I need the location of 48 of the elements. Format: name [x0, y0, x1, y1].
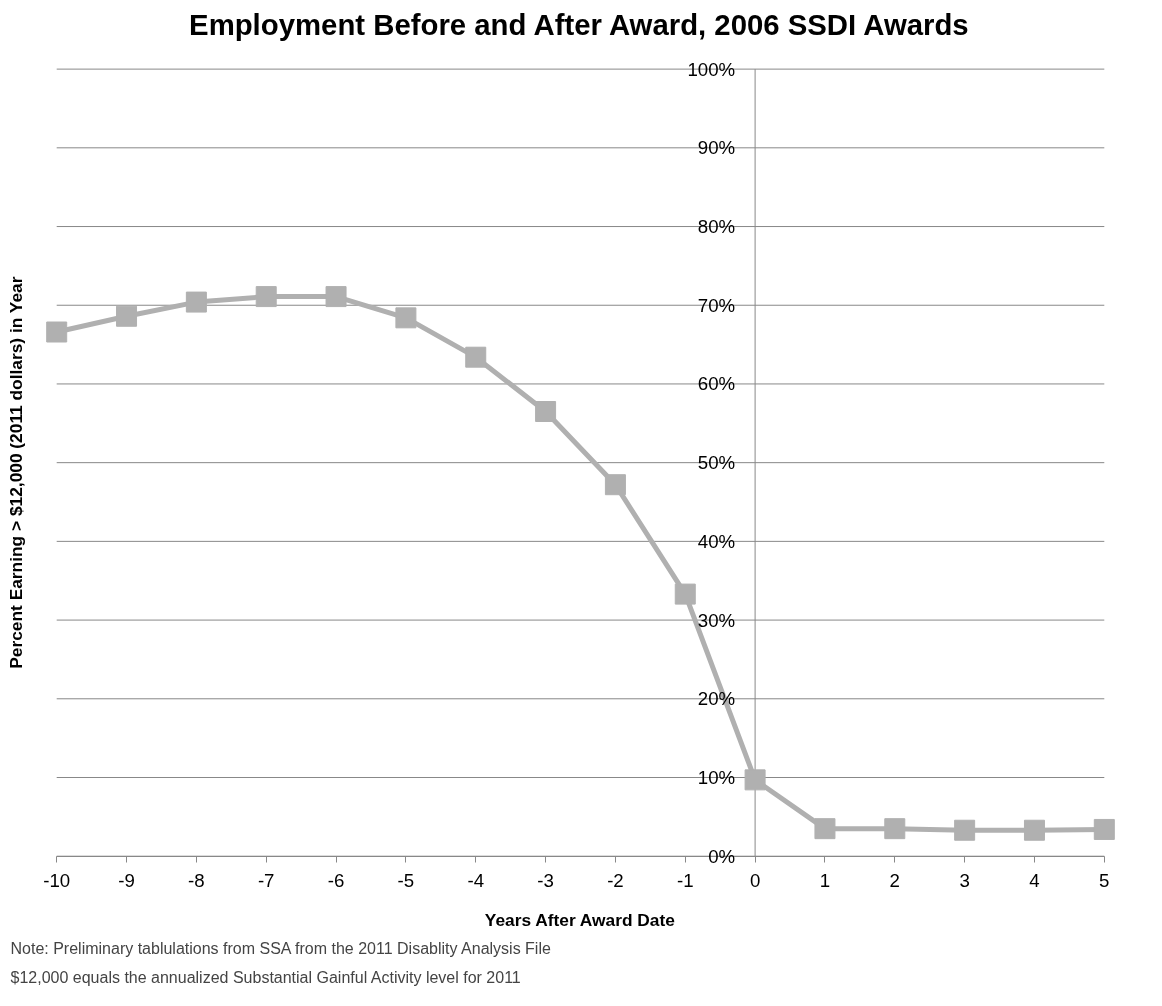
- text: Note: Preliminary tablulations from SSA from the 2011 Disablity Analysis File: [10, 939, 551, 957]
- x-tick-label: 2: [889, 870, 900, 892]
- chart-title: Employment Before and After Award, 2006 SSDI Awards: [189, 7, 969, 41]
- y-tick-label: 30%: [697, 609, 736, 631]
- point: [116, 305, 138, 327]
- x-tick-label: -8: [188, 870, 205, 892]
- x-tick-label: 1: [819, 870, 831, 892]
- x-tick-label: 5: [1099, 870, 1110, 892]
- point: [395, 307, 417, 329]
- text: $12,000 equals the annualized Substantial Gainful Activity level for 2011: [10, 968, 521, 986]
- point: [744, 769, 766, 791]
- point: [255, 286, 277, 308]
- point: [954, 819, 976, 841]
- x-tick-label: -9: [118, 870, 135, 892]
- y-tick-label: 80%: [697, 216, 736, 238]
- y-tick-label: 60%: [697, 373, 736, 395]
- point: [535, 401, 557, 422]
- point: [1023, 819, 1045, 841]
- x-tick-label: -5: [397, 870, 415, 892]
- y-tick-label: 40%: [697, 530, 736, 552]
- y-tick-label: 90%: [697, 137, 736, 159]
- y-tick-label: 50%: [697, 452, 736, 474]
- x-tick-label: -4: [467, 870, 485, 892]
- point: [604, 474, 626, 496]
- point: [884, 818, 906, 840]
- x-tick-label: 0: [749, 870, 761, 892]
- point: [814, 818, 836, 840]
- y-tick-label: 0%: [708, 845, 736, 867]
- x-tick-label: 3: [959, 870, 970, 892]
- y-tick-label: 70%: [697, 294, 736, 316]
- x-tick-label: -6: [327, 870, 345, 892]
- y-tick-label: 100%: [687, 58, 736, 80]
- x-tick-label: 4: [1029, 870, 1040, 892]
- y-axis-title: Percent Earning > $12,000 (2011 dollars) in Year: [5, 276, 26, 669]
- x-tick-label: -3: [537, 870, 554, 892]
- x-tick-label: -10: [43, 870, 71, 892]
- y-tick-label: 10%: [697, 767, 736, 788]
- point: [46, 321, 68, 343]
- x-tick-label: -2: [607, 870, 624, 892]
- y-tick-label: 20%: [697, 688, 736, 710]
- x-axis-title: Years After Award Date: [484, 909, 676, 930]
- point: [185, 291, 207, 313]
- x-tick-label: -7: [257, 870, 275, 892]
- x-tick-label: -1: [676, 870, 694, 892]
- point: [465, 346, 487, 368]
- point: [1093, 818, 1115, 840]
- point: [325, 286, 347, 308]
- point: [674, 583, 696, 605]
